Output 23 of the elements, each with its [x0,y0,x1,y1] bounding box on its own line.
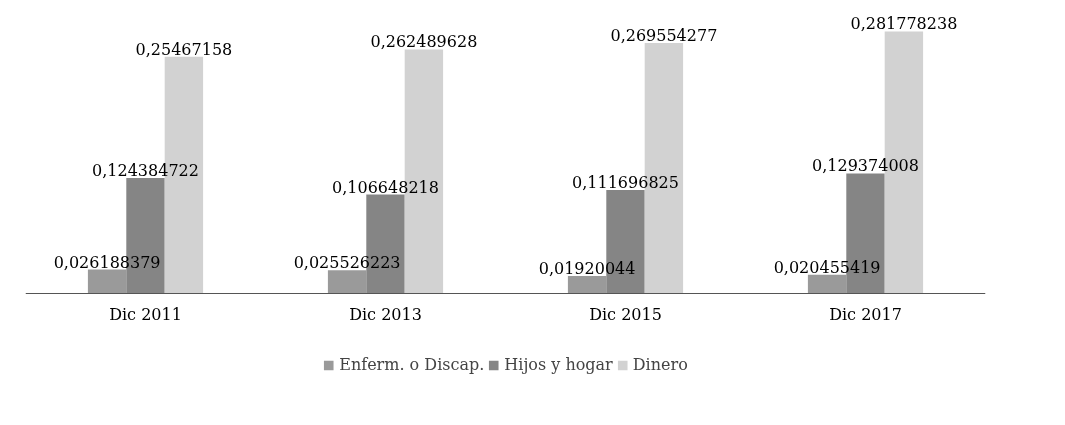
data-label: 0,281778238 [850,14,958,34]
data-label: 0,269554277 [610,25,718,45]
data-label: 0,020455419 [773,257,881,277]
legend-label: Enferm. o Discap. [339,355,485,374]
data-label: 0,026188379 [53,252,161,272]
legend-label: Dinero [632,355,688,374]
x-tick-label: Dic 2013 [349,304,422,324]
data-label: 0,025526223 [293,253,401,273]
data-label: 0,124384722 [92,161,199,181]
data-label: 0,25467158 [135,39,233,59]
x-tick-label: Dic 2015 [589,304,662,324]
x-tick-label: Dic 2017 [829,304,902,324]
bar [567,276,607,294]
bar [87,269,127,294]
data-label: 0,111696825 [572,172,679,192]
legend-label: Hijos y hogar [504,355,613,374]
data-label: 0,129374008 [812,156,919,176]
x-tick-label: Dic 2011 [109,304,182,324]
bar [807,274,847,294]
data-label: 0,01920044 [538,259,636,279]
data-label: 0,262489628 [370,32,478,52]
bar [327,270,367,294]
data-label: 0,106648218 [332,177,439,197]
